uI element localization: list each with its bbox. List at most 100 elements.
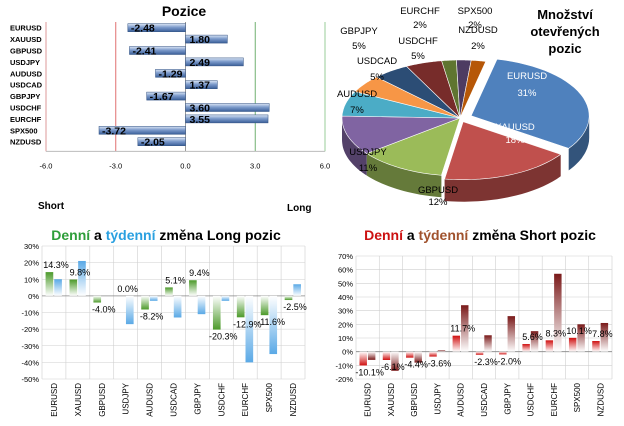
position-value-label: -3.72	[102, 125, 126, 137]
pie-percent-label: 5%	[370, 72, 384, 83]
category-label: GBPJPY	[193, 382, 202, 414]
long-title-part-weekly: týdenní	[106, 227, 157, 243]
data-label: 9.4%	[189, 268, 210, 278]
pie-category-label: AUDUSD	[337, 89, 377, 100]
pie-category-label: NZDUSD	[458, 25, 498, 36]
position-bar	[129, 46, 186, 55]
change-bar	[125, 295, 134, 325]
y-tick-label: -30%	[21, 342, 39, 351]
pie-category-label: USDCHF	[398, 36, 438, 47]
pie-slice	[444, 121, 562, 181]
category-label: AUDUSD	[10, 69, 43, 78]
change-bar	[173, 295, 182, 318]
pie-category-label: EURCHF	[400, 6, 440, 17]
short-change-chart-title: Denní a týdenní změna Short pozic	[364, 227, 596, 243]
change-bar	[54, 279, 62, 296]
change-bar	[600, 322, 609, 352]
y-tick-label: 10%	[24, 275, 39, 284]
short-change-chart: Denní a týdenní změna Short pozic 70% 60%…	[335, 227, 613, 417]
category-label: GBPJPY	[503, 382, 512, 414]
change-bar	[414, 351, 422, 363]
change-bar	[367, 351, 376, 360]
data-label: -11.6%	[257, 317, 285, 327]
position-value-label: -1.67	[150, 91, 174, 103]
change-bar	[577, 324, 585, 352]
long-change-chart-panel: Denní a týdenní změna Long pozic 30% 20% 1…	[0, 218, 312, 421]
change-bar	[437, 350, 446, 352]
position-bar	[127, 23, 186, 32]
pie-title-line-1: Množství	[537, 7, 593, 22]
change-bar	[382, 351, 391, 361]
change-bar	[554, 273, 562, 352]
short-label: Short	[38, 201, 65, 212]
data-label: 7.8%	[592, 329, 613, 339]
change-bar	[78, 260, 86, 296]
position-bar	[185, 103, 270, 112]
category-label: USDJPY	[122, 382, 131, 414]
category-label: AUDUSD	[457, 383, 466, 417]
pie-title-line-3: pozic	[548, 41, 581, 56]
change-bar	[212, 295, 221, 330]
change-bar	[461, 305, 469, 352]
y-tick-label: -10%	[335, 361, 353, 370]
position-bar	[185, 80, 218, 89]
data-label: 10.1%	[566, 326, 592, 336]
category-label: XAUUSD	[74, 383, 83, 417]
pie-slice	[341, 115, 461, 154]
pie-slice	[354, 76, 461, 119]
data-label: 0.0%	[117, 284, 138, 294]
pie-percent-label: 2%	[468, 20, 482, 31]
change-bar	[293, 284, 301, 296]
category-label: GBPUSD	[98, 383, 107, 417]
category-label: GBPJPY	[10, 92, 40, 101]
data-label: 5.6%	[522, 332, 543, 342]
change-bar	[189, 280, 197, 296]
change-bar	[452, 335, 461, 352]
category-label: EURCHF	[550, 383, 559, 416]
pie-slice-side	[568, 115, 590, 171]
category-label: GBPUSD	[410, 383, 419, 417]
long-change-chart: Denní a týdenní změna Long pozic 30% 20% 1…	[21, 227, 307, 417]
short-title-part-weekly: týdenní	[419, 227, 470, 243]
position-bar	[146, 91, 186, 101]
y-tick-label: 60%	[338, 266, 353, 275]
data-label: 9.8%	[70, 268, 91, 278]
data-label: -3.6%	[428, 359, 452, 369]
category-label: NZDUSD	[10, 138, 42, 147]
change-bar	[236, 295, 245, 318]
pie-slice	[341, 91, 461, 119]
category-label: USDJPY	[10, 58, 40, 67]
category-label: EURCHF	[241, 383, 250, 416]
change-bar	[69, 279, 78, 296]
change-bar	[269, 295, 278, 355]
data-label: -2.5%	[283, 302, 307, 312]
data-label: -6.1%	[381, 362, 405, 372]
change-bar	[149, 295, 158, 301]
category-label: NZDUSD	[289, 383, 298, 417]
change-bar	[475, 351, 484, 355]
pie-slice	[456, 59, 472, 119]
change-bar	[221, 295, 230, 301]
pie-category-label: USDCAD	[357, 56, 397, 67]
position-bar	[185, 114, 269, 124]
open-positions-pie-chart: Množství otevřených pozic EURUSD 31% XAUUS…	[337, 6, 600, 208]
pie-category-label: GBPUSD	[418, 185, 458, 196]
data-label: -4.4%	[404, 360, 428, 370]
position-value-label: 3.60	[190, 103, 211, 115]
pie-slice-side	[342, 118, 367, 176]
data-label: -2.3%	[474, 357, 498, 367]
x-tick-label: 6.0	[320, 161, 330, 170]
change-bar	[260, 295, 269, 316]
y-tick-label: 10%	[338, 334, 353, 343]
pie-slice	[375, 65, 461, 119]
y-tick-label: 70%	[338, 252, 353, 261]
y-tick-label: 50%	[338, 279, 353, 288]
change-bar	[165, 287, 173, 296]
pie-title-line-2: otevřených	[530, 24, 599, 39]
position-value-label: -1.29	[159, 68, 183, 80]
long-title-part-rest: změna Long pozic	[156, 227, 281, 243]
data-label: -2.0%	[498, 356, 522, 366]
position-value-label: 2.49	[190, 57, 211, 69]
category-label: EURUSD	[10, 24, 42, 33]
change-bar	[545, 340, 554, 352]
